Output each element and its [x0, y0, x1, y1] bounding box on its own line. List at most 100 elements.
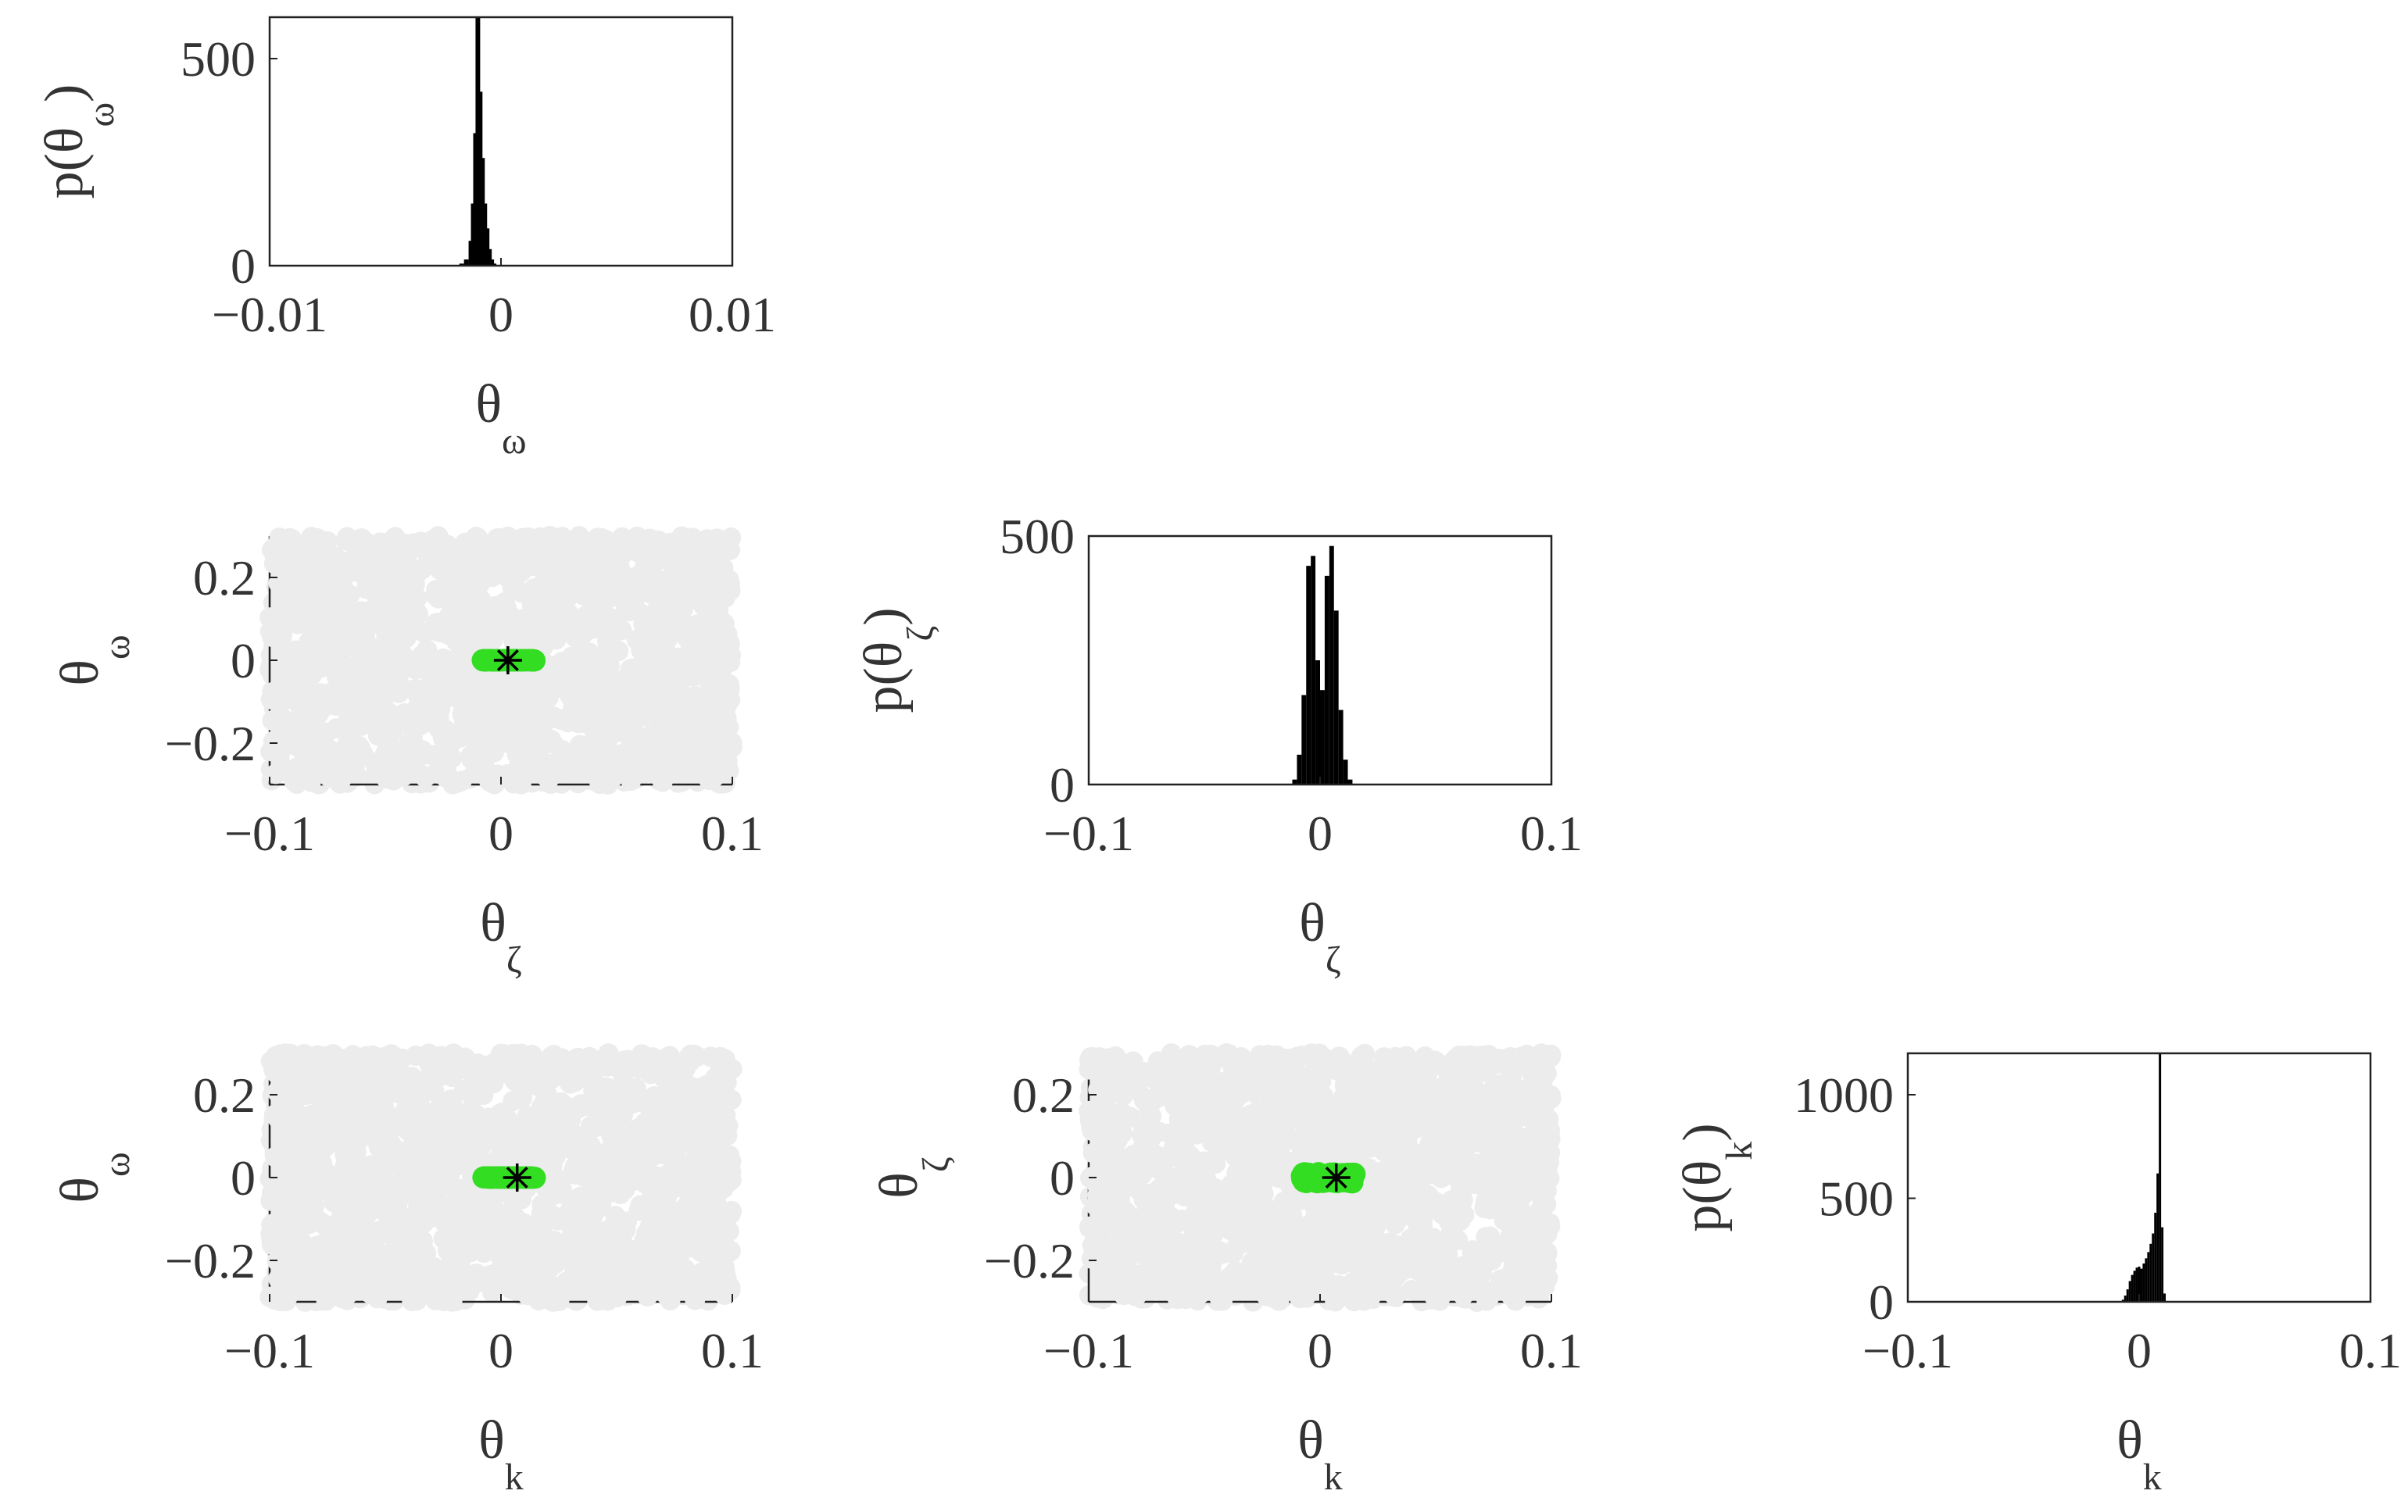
- prior-point: [692, 706, 713, 727]
- prior-point: [1137, 1066, 1158, 1087]
- prior-point: [1294, 1221, 1315, 1242]
- prior-point: [455, 1051, 476, 1072]
- prior-point: [385, 749, 406, 770]
- prior-point: [578, 1218, 599, 1239]
- prior-point: [363, 1126, 385, 1147]
- prior-point: [1362, 1074, 1383, 1095]
- prior-point: [265, 1058, 286, 1079]
- prior-point: [288, 1150, 309, 1171]
- prior-point: [1370, 1247, 1391, 1268]
- hist-zeta-ylabel-base: p(θ: [853, 642, 914, 713]
- hist-omega-xlabel-sub: ω: [502, 420, 527, 462]
- prior-point: [1422, 1228, 1444, 1249]
- scatter-zeta-omega-ylabel-sub: ω: [96, 634, 138, 659]
- prior-point: [543, 1099, 564, 1120]
- prior-point: [1138, 1240, 1159, 1261]
- histogram-bar: [1343, 760, 1348, 785]
- hist-zeta-ylabel-close: ): [853, 607, 914, 625]
- prior-point: [557, 712, 578, 733]
- prior-point: [606, 1287, 628, 1308]
- prior-point: [394, 1155, 415, 1176]
- prior-point: [1116, 1251, 1137, 1272]
- prior-point: [1113, 1110, 1134, 1131]
- prior-point: [304, 1196, 325, 1217]
- prior-point: [1186, 1124, 1208, 1145]
- prior-point: [1279, 1100, 1301, 1121]
- prior-point: [608, 548, 629, 569]
- scatter-zeta-omega-true-value-marker: [493, 646, 522, 674]
- prior-point: [547, 607, 568, 628]
- prior-point: [1111, 1160, 1132, 1181]
- prior-point: [1393, 1184, 1414, 1205]
- scatter-zeta-omega-xlabel: θζ: [480, 893, 521, 981]
- prior-point: [718, 1171, 739, 1192]
- hist-zeta-bars: [1292, 545, 1353, 785]
- prior-point: [449, 1103, 471, 1124]
- prior-point: [508, 1143, 529, 1164]
- x-tick-label: 0: [1308, 806, 1333, 861]
- prior-point: [721, 1200, 742, 1221]
- prior-point: [718, 1221, 739, 1242]
- prior-point: [721, 645, 742, 666]
- prior-point: [495, 732, 516, 753]
- prior-point: [592, 601, 614, 622]
- prior-point: [637, 1286, 658, 1307]
- prior-point: [517, 583, 538, 604]
- prior-point: [284, 771, 305, 792]
- prior-point: [354, 617, 375, 638]
- prior-point: [672, 1108, 693, 1129]
- prior-point: [1263, 1131, 1284, 1152]
- prior-point: [464, 1190, 485, 1211]
- prior-point: [293, 742, 314, 763]
- prior-point: [430, 1046, 451, 1067]
- scatter-zeta-omega-xlabel-sub: ζ: [506, 939, 522, 981]
- prior-point: [620, 659, 641, 680]
- prior-point: [685, 1125, 707, 1146]
- prior-point: [653, 584, 674, 606]
- prior-point: [711, 627, 732, 649]
- x-tick-label: 0.1: [701, 1323, 764, 1378]
- prior-point: [1107, 1129, 1129, 1150]
- prior-point: [261, 741, 282, 762]
- prior-point: [311, 1079, 332, 1100]
- prior-point: [633, 613, 654, 634]
- prior-point: [613, 1067, 634, 1088]
- prior-point: [336, 584, 357, 605]
- scatter-k-zeta-true-value-marker: [1322, 1163, 1351, 1192]
- prior-point: [435, 1149, 456, 1171]
- y-tick-label: 500: [181, 31, 256, 87]
- scatter-k-omega-ylabel: θω: [50, 1152, 138, 1203]
- prior-point: [657, 690, 678, 711]
- prior-point: [596, 734, 617, 755]
- prior-point: [552, 572, 573, 593]
- histogram-bar: [1347, 779, 1353, 785]
- prior-point: [318, 618, 339, 639]
- prior-point: [609, 1119, 630, 1140]
- prior-point: [1132, 1164, 1153, 1185]
- prior-point: [1375, 1164, 1396, 1185]
- prior-point: [1301, 1063, 1322, 1085]
- histogram-bar: [1301, 695, 1307, 785]
- prior-point: [333, 1185, 354, 1206]
- prior-point: [377, 1203, 398, 1224]
- prior-point: [1165, 1267, 1186, 1289]
- prior-point: [385, 1260, 406, 1281]
- prior-point: [1465, 1271, 1486, 1292]
- prior-point: [1314, 1197, 1335, 1218]
- prior-point: [273, 1128, 294, 1149]
- prior-point: [575, 1096, 596, 1117]
- prior-point: [567, 1247, 588, 1268]
- prior-point: [455, 532, 476, 553]
- prior-point: [1179, 1180, 1200, 1201]
- scatter-zeta-omega-ticks: −0.1 0 0.1−0.200.2: [165, 550, 764, 861]
- x-tick-label: 0.01: [689, 287, 776, 342]
- prior-point: [647, 1095, 668, 1116]
- prior-point: [525, 729, 546, 750]
- prior-point: [1251, 1253, 1272, 1274]
- hist-zeta-ylabel-sub: ζ: [900, 626, 941, 642]
- prior-point: [1162, 1091, 1183, 1112]
- prior-point: [657, 644, 678, 665]
- prior-point: [1123, 1145, 1144, 1166]
